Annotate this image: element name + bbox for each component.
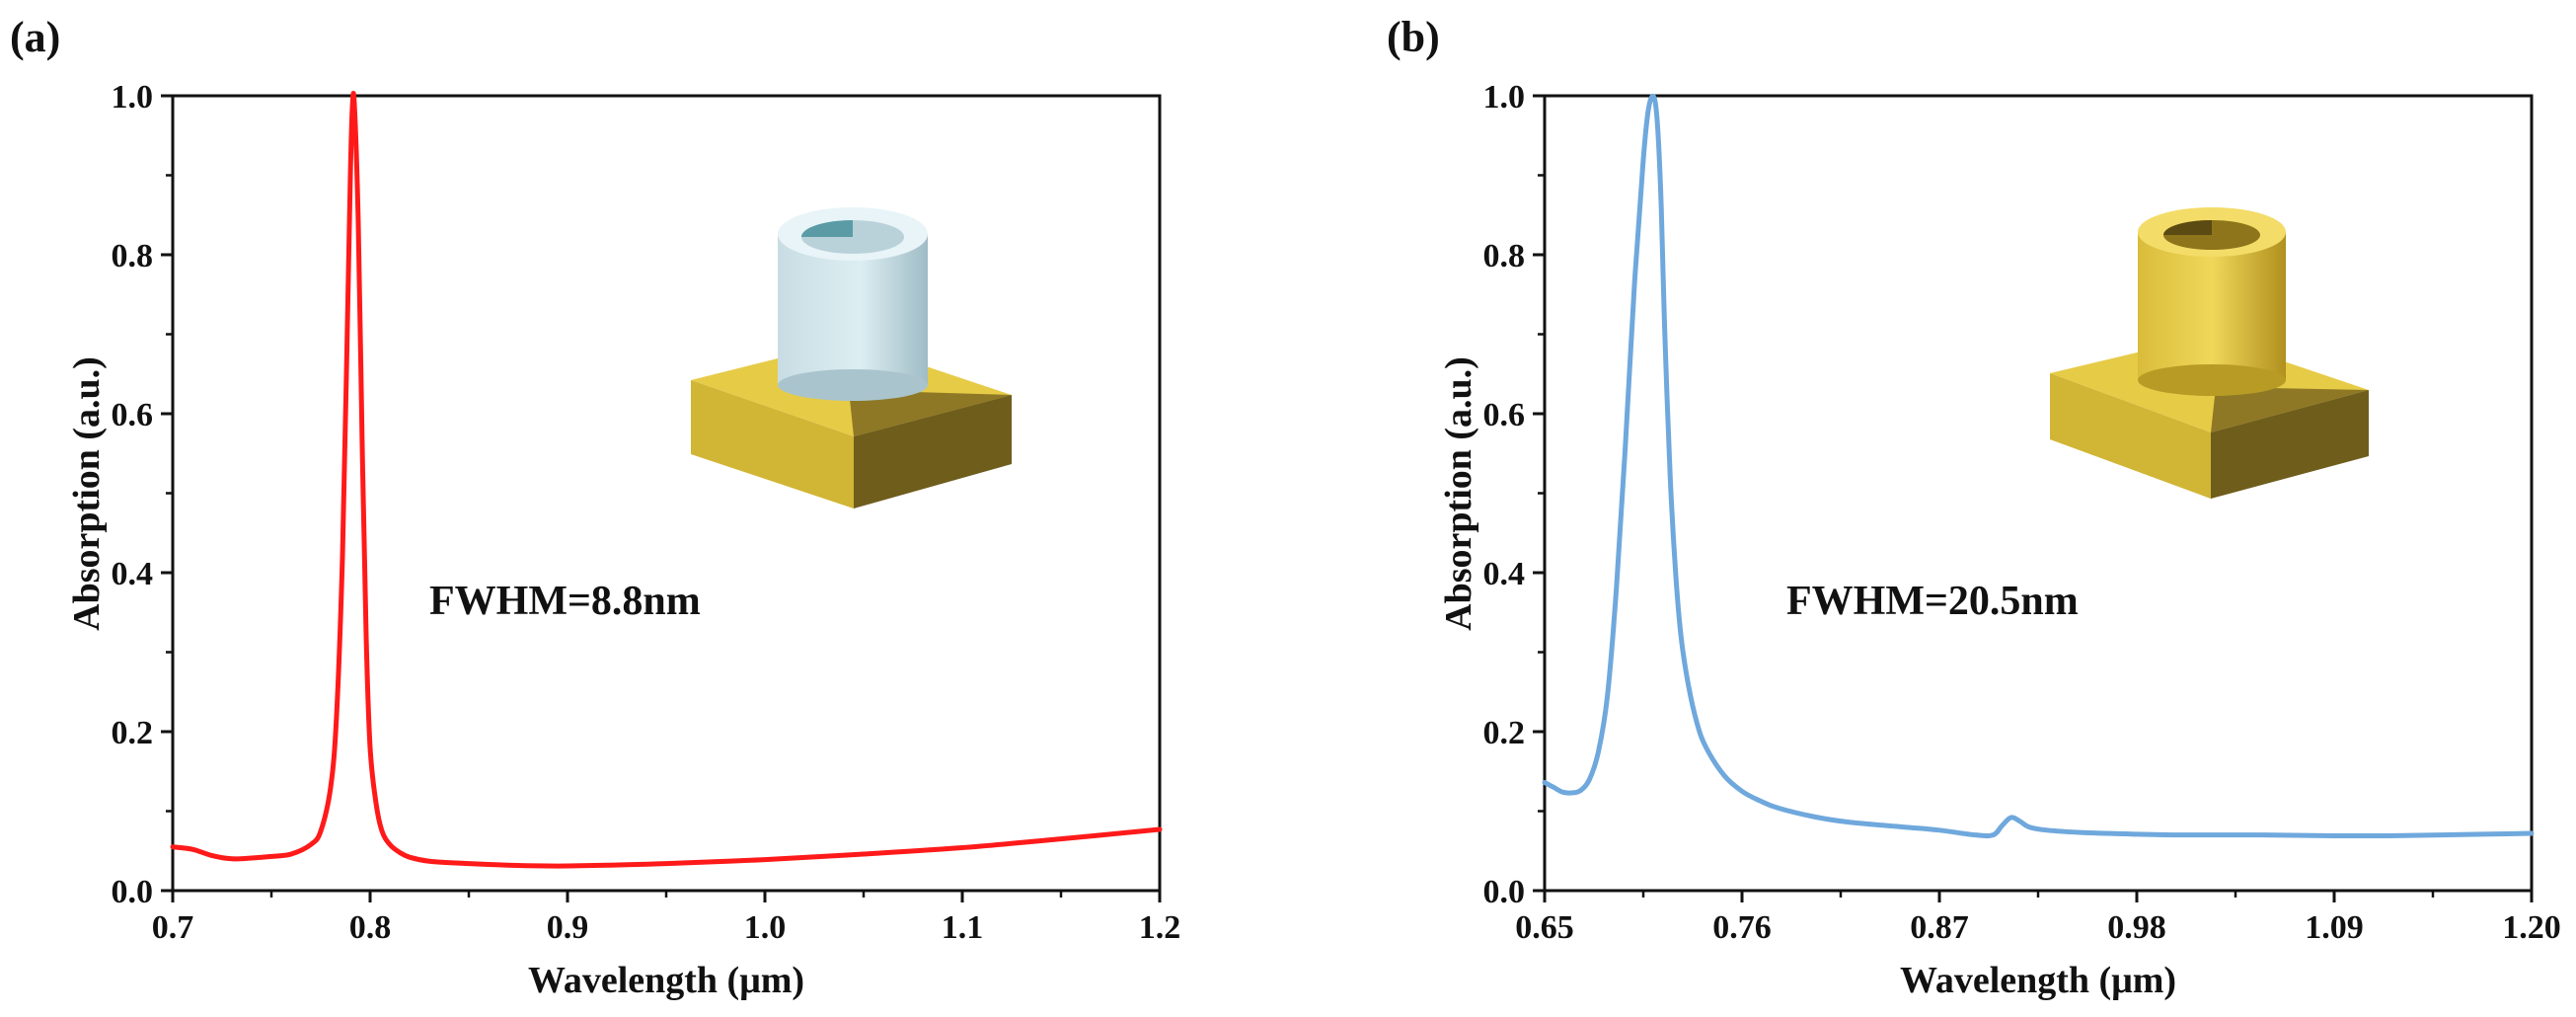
nanostructure-inset xyxy=(2050,207,2369,499)
y-tick-label: 1.0 xyxy=(1483,79,1526,116)
y-tick-label: 0.2 xyxy=(1483,715,1526,751)
x-tick-label: 1.09 xyxy=(2305,909,2364,946)
plot-frame xyxy=(171,94,1162,893)
series-line-absorption xyxy=(1542,93,2535,839)
series-group xyxy=(1542,93,2535,839)
series-line-absorption xyxy=(170,91,1163,869)
panel-label: (b) xyxy=(1387,13,1440,61)
y-tick-label: 0.4 xyxy=(112,556,154,592)
x-tick-label: 1.2 xyxy=(1139,909,1181,946)
x-axis-label: Wavelength (μm) xyxy=(528,960,804,1001)
fwhm-annotation: FWHM=20.5nm xyxy=(1786,579,2079,624)
fwhm-annotation: FWHM=8.8nm xyxy=(429,579,701,624)
y-tick-label: 0.8 xyxy=(1483,238,1526,274)
y-tick-label: 0.0 xyxy=(1483,874,1526,910)
y-tick-label: 0.6 xyxy=(1483,397,1526,433)
y-tick-label: 0.8 xyxy=(112,238,154,274)
x-tick-label: 1.1 xyxy=(942,909,984,946)
x-tick-label: 0.76 xyxy=(1712,909,1772,946)
panel-b: (b) 0.65 0.76 0.87 0.98 1.09 1.200.00.20.40.6… xyxy=(1387,13,2561,1001)
y-tick-label: 0.4 xyxy=(1483,556,1526,592)
x-tick-label: 0.65 xyxy=(1515,909,1574,946)
y-axis-label: Absorption (a.u.) xyxy=(66,356,108,631)
series-group xyxy=(170,91,1163,869)
y-tick-label: 0.2 xyxy=(112,715,154,751)
y-tick-label: 0.0 xyxy=(112,874,154,910)
panel-a: (a) 0.7 0.8 0.9 1.0 1.1 1.2 0.0 0.2 0.4 0.6 0.8 1.0… xyxy=(10,13,1180,1001)
tick-group: 0.65 0.76 0.87 0.98 1.09 1.20 0.0 0.2 0.4 0.6 0.8 1… xyxy=(1483,79,2561,946)
y-tick-label: 1.0 xyxy=(112,79,154,116)
x-tick-label: 0.9 xyxy=(547,909,589,946)
tick-group: 0.7 0.8 0.9 1.0 1.1 1.2 0.0 0.2 0.4 0.6 0.8 1.0 xyxy=(112,79,1181,946)
y-tick-label: 0.6 xyxy=(112,397,154,433)
y-axis-label: Absorption (a.u.) xyxy=(1438,356,1479,631)
nanostructure-inset xyxy=(691,207,1012,508)
plot-frame xyxy=(1543,94,2534,893)
x-axis-label: Wavelength (μm) xyxy=(1900,960,2176,1001)
x-tick-label: 1.0 xyxy=(744,909,787,946)
panel-label: (a) xyxy=(10,13,60,61)
x-tick-label: 0.87 xyxy=(1910,909,1969,946)
x-tick-label: 0.98 xyxy=(2107,909,2166,946)
x-tick-label: 0.7 xyxy=(152,909,194,946)
x-tick-label: 0.8 xyxy=(349,909,392,946)
x-tick-label: 1.20 xyxy=(2502,909,2561,946)
